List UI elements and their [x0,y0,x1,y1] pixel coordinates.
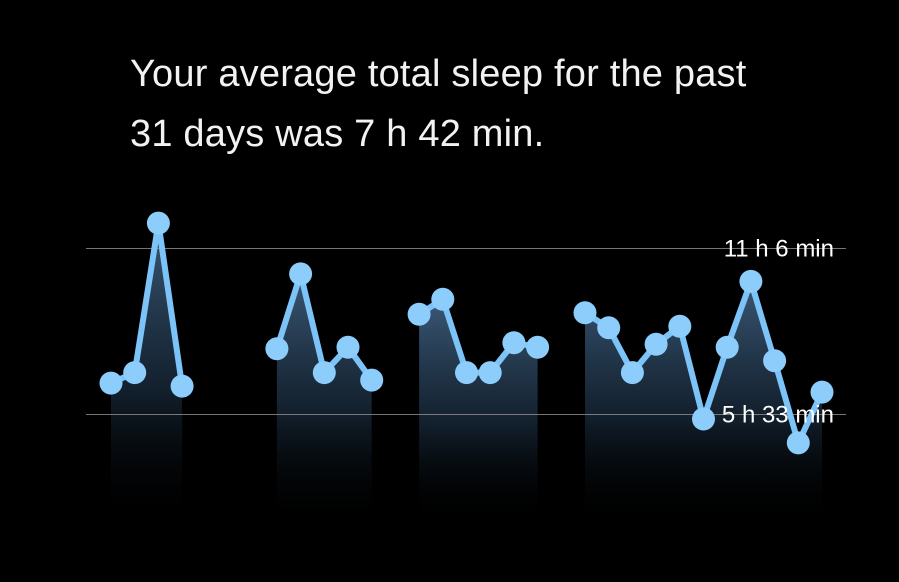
chart-areas [111,223,822,525]
chart-reference-labels: 11 h 6 min 5 h 33 min [722,236,834,429]
data-point-day-28 [739,269,763,293]
data-point-day-25 [668,314,692,338]
data-point-day-30 [786,431,810,455]
data-point-day-21 [573,301,597,325]
sleep-summary-headline: Your average total sleep for the past 31… [130,44,850,164]
segment-area-2 [276,273,372,525]
data-point-day-12 [360,368,384,392]
series-line-segment-1 [108,220,186,390]
reference-label-2: 5 h 33 min [722,402,834,429]
segment-area-4 [585,281,822,525]
data-point-day-16 [455,361,478,385]
segment-area-3 [419,299,538,525]
data-point-day-15 [431,287,455,311]
data-point-day-19 [526,335,550,359]
data-point-day-29 [763,349,787,373]
data-point-day-10 [312,361,336,385]
data-point-day-18 [502,331,526,355]
data-point-day-9 [289,262,313,286]
sleep-summary-line-2: 31 days was 7 h 42 min. [130,113,545,155]
data-point-day-14 [407,302,431,326]
data-point-day-4 [170,374,194,398]
data-point-day-3 [146,211,170,235]
data-point-day-1 [99,371,123,395]
data-point-day-2 [123,361,147,385]
data-point-day-22 [597,316,621,340]
data-point-day-23 [620,361,644,385]
reference-label-1: 11 h 6 min [724,236,834,263]
data-point-day-11 [336,335,360,359]
data-point-day-24 [644,332,668,356]
chart-points [99,211,834,455]
data-point-day-8 [265,337,289,361]
data-point-day-31 [810,380,834,404]
sleep-summary-line-1: Your average total sleep for the past [130,53,747,95]
data-point-day-27 [715,335,739,359]
data-point-day-17 [478,361,502,385]
data-point-day-26 [692,407,715,431]
segment-area-1 [111,223,183,525]
chart-reference-lines [86,248,846,415]
